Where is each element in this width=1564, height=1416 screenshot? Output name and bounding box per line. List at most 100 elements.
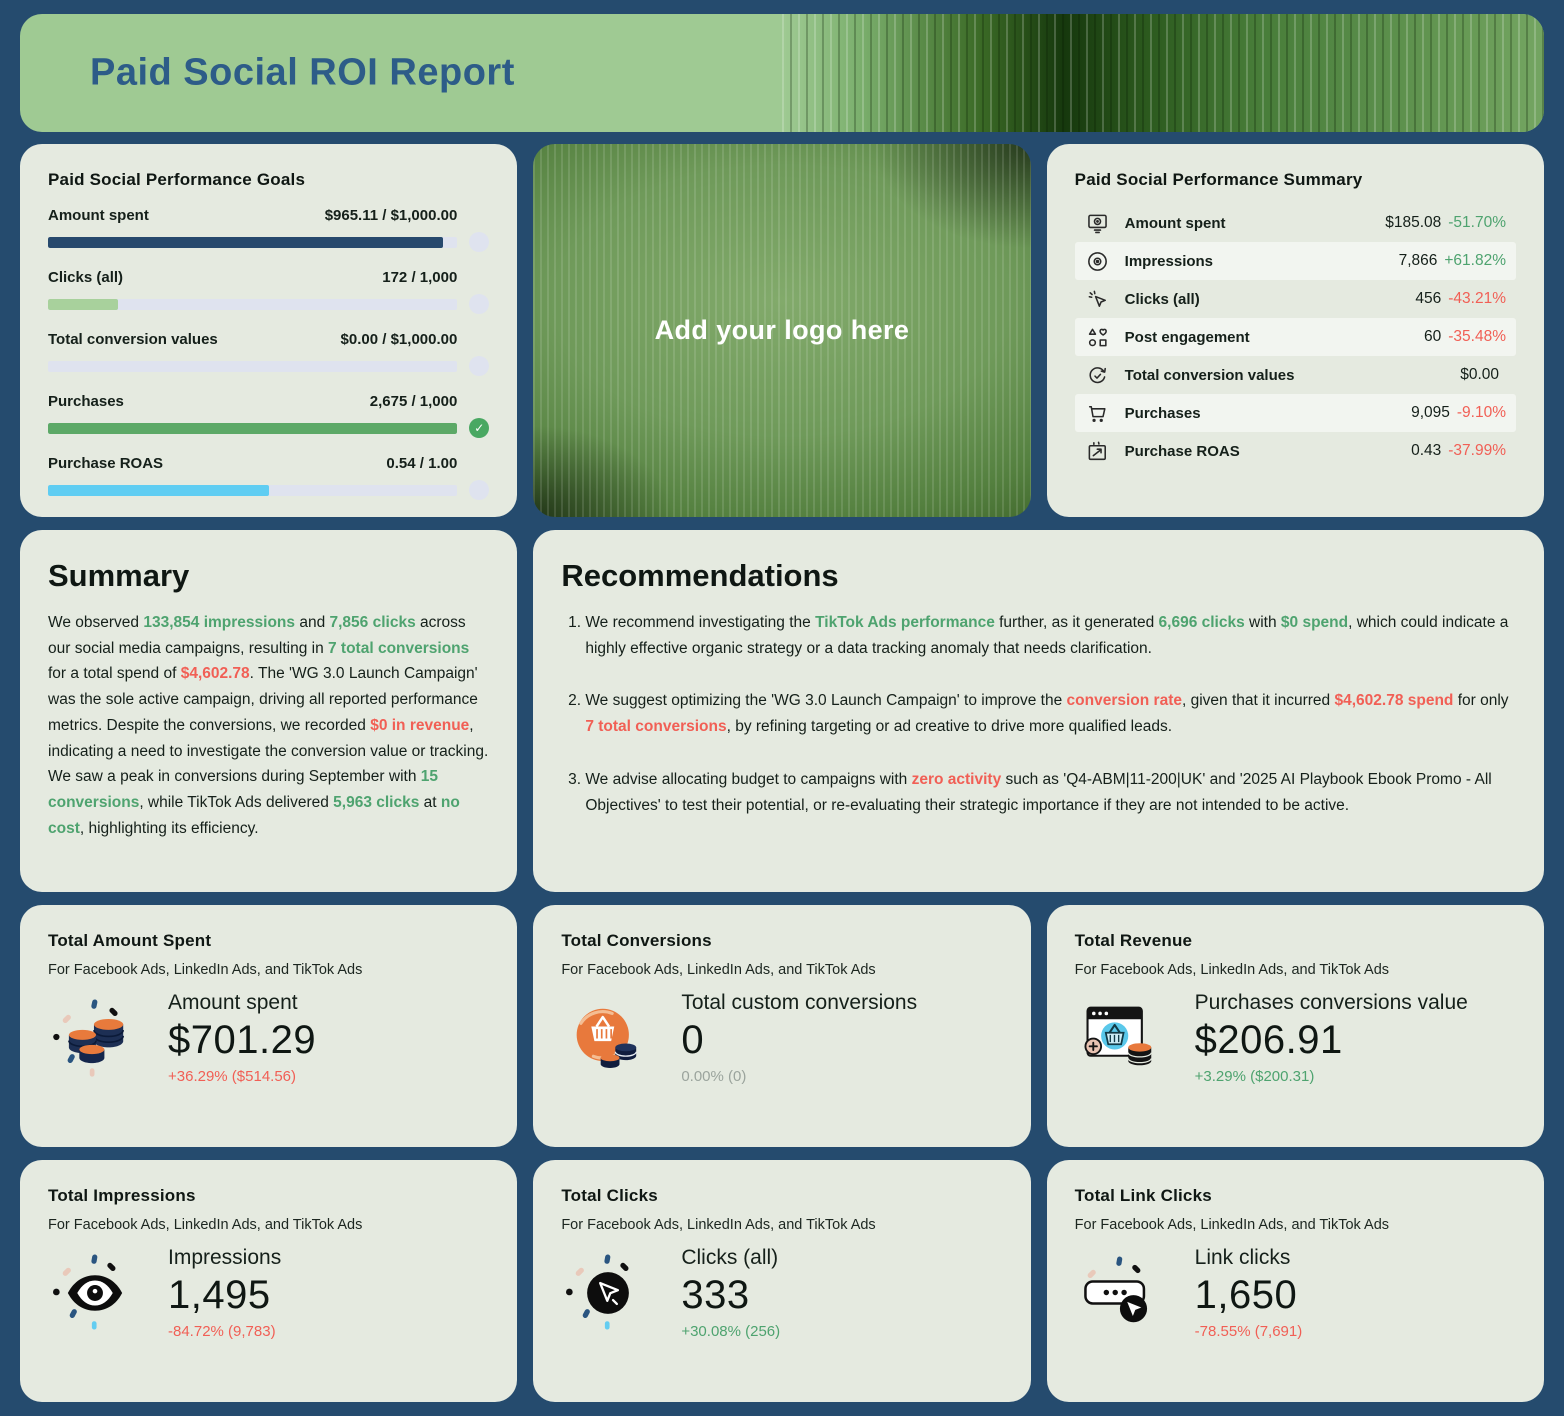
performance-summary-title: Paid Social Performance Summary bbox=[1074, 170, 1363, 189]
goal-label: Amount spent bbox=[48, 207, 149, 224]
goal-progress-track bbox=[48, 298, 458, 310]
metric-value: $185.08 bbox=[1385, 214, 1442, 231]
stat-value: 333 bbox=[681, 1273, 750, 1317]
stat-title: Total Impressions bbox=[48, 1186, 196, 1205]
stat-metric-label: Purchases conversions value bbox=[1194, 991, 1468, 1014]
goal-progress-fill bbox=[48, 484, 270, 496]
metric-row: Impressions 7,866 +61.82% bbox=[1074, 242, 1516, 280]
goal-progress-track bbox=[48, 236, 458, 248]
goal-label: Purchases bbox=[48, 393, 124, 410]
recommendation-item: We recommend investigating the TikTok Ad… bbox=[585, 610, 1516, 661]
metric-value: 60 bbox=[1424, 328, 1442, 345]
goal-value: $965.11 / $1,000.00 bbox=[324, 207, 458, 224]
goal-value: $0.00 / $1,000.00 bbox=[340, 331, 458, 348]
eye-illustration-icon bbox=[48, 1243, 142, 1343]
metric-delta: -43.21% bbox=[1448, 290, 1506, 307]
conversion-sync-icon bbox=[1085, 363, 1110, 388]
stat-card-total-revenue: Total Revenue For Facebook Ads, LinkedIn… bbox=[1046, 905, 1544, 1147]
metric-row: Purchase ROAS 0.43 -37.99% bbox=[1075, 432, 1516, 470]
stat-value: $701.29 bbox=[168, 1018, 317, 1062]
goal-progress-fill bbox=[48, 422, 458, 434]
metric-delta: -35.48% bbox=[1448, 328, 1506, 345]
report-grid: Paid Social Performance Goals Amount spe… bbox=[20, 144, 1544, 1402]
goals-title: Paid Social Performance Goals bbox=[48, 170, 306, 189]
stat-value: 1,495 bbox=[168, 1273, 271, 1317]
metric-label: Post engagement bbox=[1124, 328, 1250, 346]
stat-value: $206.91 bbox=[1194, 1018, 1343, 1062]
goal-row: Amount spent $965.11 / $1,000.00 bbox=[48, 207, 490, 252]
metric-label: Impressions bbox=[1124, 252, 1214, 270]
goal-progress-fill bbox=[48, 236, 443, 248]
goal-progress-fill bbox=[48, 298, 119, 310]
stat-subtitle: For Facebook Ads, LinkedIn Ads, and TikT… bbox=[1074, 1217, 1390, 1233]
recommendations-title: Recommendations bbox=[561, 558, 839, 593]
banner-stripe-texture bbox=[782, 14, 1544, 132]
page-title: Paid Social ROI Report bbox=[90, 51, 515, 94]
metric-label: Total conversion values bbox=[1124, 366, 1295, 384]
goal-status-dot bbox=[469, 232, 490, 252]
stat-delta: 0.00% (0) bbox=[681, 1068, 747, 1085]
recommendation-item: We advise allocating budget to campaigns… bbox=[585, 767, 1516, 818]
link-button-icon bbox=[1075, 1243, 1169, 1343]
metric-delta: +61.82% bbox=[1444, 252, 1506, 269]
recommendations-card: Recommendations We recommend investigati… bbox=[533, 530, 1544, 892]
basket-icon bbox=[561, 988, 655, 1088]
stat-metric-label: Impressions bbox=[168, 1246, 282, 1269]
goal-value: 2,675 / 1,000 bbox=[369, 393, 458, 410]
recommendations-list: We recommend investigating the TikTok Ad… bbox=[561, 610, 1516, 818]
cart-icon bbox=[1085, 401, 1110, 426]
metric-value: 7,866 bbox=[1398, 252, 1438, 269]
goal-row: Clicks (all) 172 / 1,000 bbox=[48, 269, 490, 314]
goal-progress-track bbox=[48, 484, 458, 496]
stat-card-total-clicks: Total Clicks For Facebook Ads, LinkedIn … bbox=[533, 1160, 1031, 1402]
goal-row: Purchases 2,675 / 1,000 bbox=[48, 393, 490, 438]
summary-title: Summary bbox=[48, 558, 190, 593]
stat-title: Total Link Clicks bbox=[1074, 1186, 1212, 1205]
metric-row: Purchases 9,095 -9.10% bbox=[1074, 394, 1516, 432]
stat-delta: +36.29% ($514.56) bbox=[168, 1068, 297, 1085]
metric-row: Amount spent $185.08 -51.70% bbox=[1075, 204, 1516, 242]
metric-value: $0.00 bbox=[1460, 366, 1499, 383]
logo-placeholder[interactable]: Add your logo here bbox=[533, 144, 1031, 517]
summary-paragraph: We observed 133,854 impressions and 7,85… bbox=[48, 614, 489, 837]
metric-row: Clicks (all) 456 -43.21% bbox=[1075, 280, 1516, 318]
stat-title: Total Amount Spent bbox=[48, 931, 212, 950]
metric-value: 456 bbox=[1415, 290, 1442, 307]
summary-card: Summary We observed 133,854 impressions … bbox=[20, 530, 518, 892]
goal-label: Purchase ROAS bbox=[48, 455, 164, 472]
metric-row: Total conversion values $0.00 bbox=[1075, 356, 1516, 394]
metric-label: Amount spent bbox=[1124, 214, 1226, 232]
goal-label: Total conversion values bbox=[48, 331, 218, 348]
stat-card-total-link-clicks: Total Link Clicks For Facebook Ads, Link… bbox=[1046, 1160, 1544, 1402]
goal-status-dot bbox=[469, 356, 490, 376]
goal-status-dot bbox=[469, 480, 490, 500]
browser-purchase-icon bbox=[1075, 988, 1169, 1088]
stat-delta: +30.08% (256) bbox=[681, 1323, 781, 1340]
performance-summary-card: Paid Social Performance Summary Amount s… bbox=[1046, 144, 1544, 517]
metric-delta: -37.99% bbox=[1448, 442, 1506, 459]
goal-label: Clicks (all) bbox=[48, 269, 124, 286]
stat-title: Total Clicks bbox=[561, 1186, 658, 1205]
goal-row: Total conversion values $0.00 / $1,000.0… bbox=[48, 331, 490, 376]
stat-subtitle: For Facebook Ads, LinkedIn Ads, and TikT… bbox=[561, 1217, 876, 1233]
monitor-coin-icon bbox=[1085, 211, 1110, 236]
goal-achieved-check-icon bbox=[469, 418, 490, 438]
stat-subtitle: For Facebook Ads, LinkedIn Ads, and TikT… bbox=[561, 962, 876, 978]
report-banner: Paid Social ROI Report bbox=[20, 14, 1544, 132]
stat-value: 0 bbox=[681, 1018, 705, 1062]
stat-delta: -78.55% (7,691) bbox=[1194, 1323, 1303, 1340]
goal-value: 0.54 / 1.00 bbox=[386, 455, 458, 472]
stat-delta: +3.29% ($200.31) bbox=[1194, 1068, 1315, 1085]
engagement-shapes-icon bbox=[1085, 325, 1110, 350]
stat-title: Total Revenue bbox=[1074, 931, 1193, 950]
stat-title: Total Conversions bbox=[561, 931, 712, 950]
goal-row: Purchase ROAS 0.54 / 1.00 bbox=[48, 455, 490, 500]
logo-placeholder-text: Add your logo here bbox=[654, 315, 910, 345]
goal-status-dot bbox=[469, 294, 490, 314]
metric-label: Purchase ROAS bbox=[1124, 442, 1240, 460]
cursor-click-icon bbox=[1085, 287, 1110, 312]
stat-card-total-amount-spent: Total Amount Spent For Facebook Ads, Lin… bbox=[20, 905, 518, 1147]
goal-progress-track bbox=[48, 422, 458, 434]
metric-delta: -9.10% bbox=[1456, 404, 1506, 421]
